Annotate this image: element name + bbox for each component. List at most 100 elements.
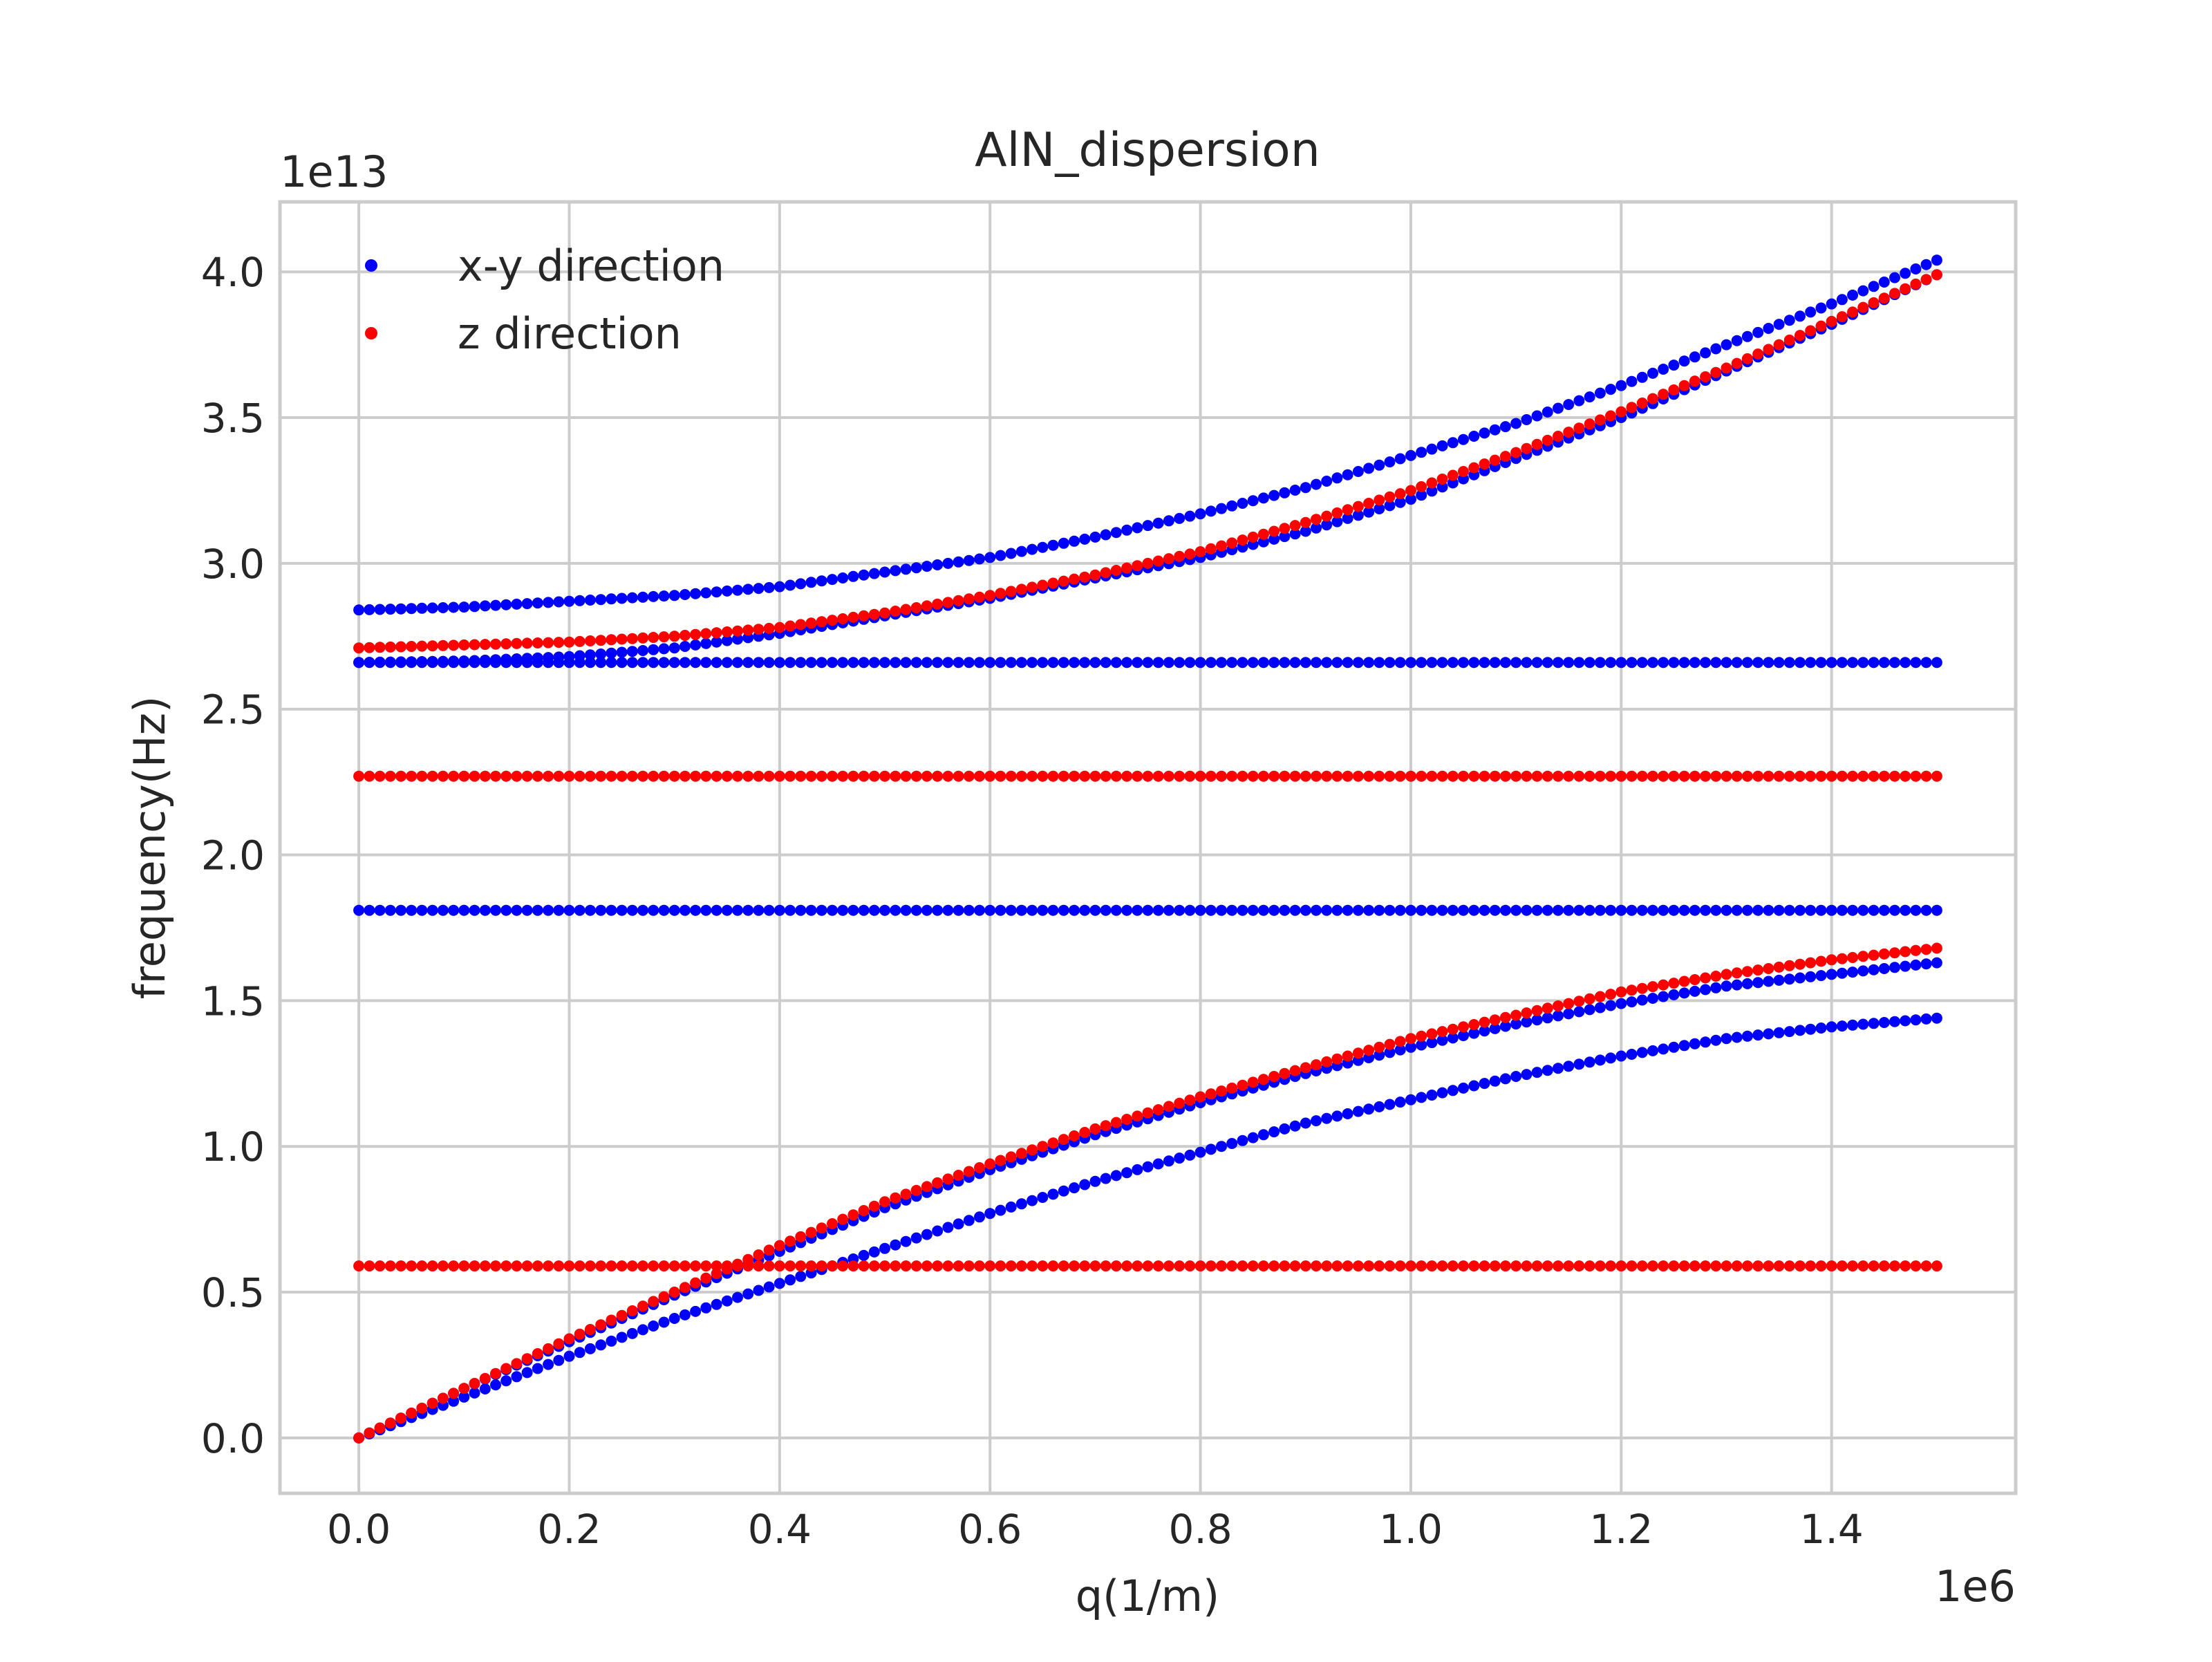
data-point [637, 632, 648, 644]
y-tick-label: 2.5 [201, 687, 265, 734]
data-point [1636, 657, 1648, 669]
data-point [995, 1260, 1006, 1272]
data-point [732, 657, 743, 669]
data-point [837, 613, 849, 624]
data-point [1847, 1260, 1859, 1272]
data-point [668, 1313, 680, 1324]
data-point [1489, 904, 1501, 916]
data-point [805, 1226, 817, 1238]
data-point [1426, 477, 1438, 489]
data-point [1510, 418, 1522, 429]
data-point [837, 904, 849, 916]
data-point [616, 657, 628, 669]
data-point [1363, 1103, 1375, 1115]
data-point [785, 1235, 796, 1247]
data-point [742, 1288, 754, 1300]
data-point [1079, 533, 1091, 545]
data-point [1331, 1053, 1343, 1065]
data-point [1163, 1260, 1174, 1272]
data-point [847, 657, 859, 669]
data-point [616, 1260, 628, 1272]
data-point [1910, 959, 1922, 971]
data-point [795, 657, 807, 669]
data-point [774, 770, 785, 782]
data-point [1836, 770, 1848, 782]
data-point [1689, 657, 1700, 669]
data-point [584, 595, 596, 606]
data-point [374, 1422, 386, 1434]
data-point [827, 770, 838, 782]
data-point [406, 603, 418, 615]
data-point [448, 904, 460, 916]
data-point [626, 1260, 638, 1272]
data-point [963, 593, 975, 605]
data-point [1658, 979, 1669, 991]
data-point [700, 587, 712, 599]
data-point [1499, 421, 1511, 433]
data-point [458, 655, 470, 667]
data-point [553, 1354, 565, 1366]
data-point [1689, 1038, 1700, 1049]
data-point [1594, 657, 1606, 669]
data-point [1805, 657, 1817, 669]
data-point [658, 770, 670, 782]
data-point [1205, 904, 1217, 916]
data-point [679, 589, 691, 600]
data-point [458, 1391, 470, 1403]
data-point [753, 657, 765, 669]
data-point [942, 597, 954, 608]
data-point [626, 1305, 638, 1316]
data-point [816, 616, 827, 628]
data-point [763, 581, 775, 593]
data-point [1027, 543, 1038, 555]
data-point [1889, 1260, 1900, 1272]
data-point [921, 904, 932, 916]
data-point [1836, 657, 1848, 669]
data-point [1731, 967, 1743, 979]
data-point [1594, 1054, 1606, 1066]
data-point [1636, 982, 1648, 994]
data-point [1184, 1094, 1196, 1106]
data-point [700, 637, 712, 649]
data-point [1152, 555, 1164, 567]
data-point [1142, 1260, 1154, 1272]
data-point [1184, 548, 1196, 560]
data-point [1405, 449, 1416, 461]
data-point [953, 1260, 964, 1272]
data-point [953, 595, 964, 606]
data-point [1878, 904, 1890, 916]
data-point [805, 657, 817, 669]
data-point [584, 904, 596, 916]
data-point [1458, 1030, 1469, 1041]
data-point [1311, 1260, 1322, 1272]
data-point [648, 904, 659, 916]
data-point [553, 637, 565, 648]
data-point [1047, 770, 1059, 782]
data-point [1079, 904, 1091, 916]
data-point [1237, 498, 1248, 509]
data-point [1184, 1260, 1196, 1272]
data-point [1027, 1195, 1038, 1206]
data-point [1237, 770, 1248, 782]
data-point [543, 637, 554, 648]
data-point [1626, 904, 1638, 916]
data-point [1815, 302, 1827, 314]
data-point [1110, 565, 1122, 576]
data-point [827, 1260, 838, 1272]
data-point [511, 637, 523, 649]
data-point [563, 1333, 575, 1345]
data-point [1900, 770, 1911, 782]
data-point [879, 566, 890, 578]
data-point [795, 904, 807, 916]
data-point [658, 657, 670, 669]
data-point [1058, 575, 1069, 587]
data-point [1826, 954, 1837, 966]
data-point [1721, 904, 1732, 916]
data-point [1584, 1004, 1595, 1016]
data-point [1468, 657, 1480, 669]
data-point [1184, 1149, 1196, 1161]
data-point [1058, 657, 1069, 669]
data-point [1300, 516, 1311, 528]
data-point [1426, 904, 1438, 916]
data-point [1321, 476, 1333, 487]
